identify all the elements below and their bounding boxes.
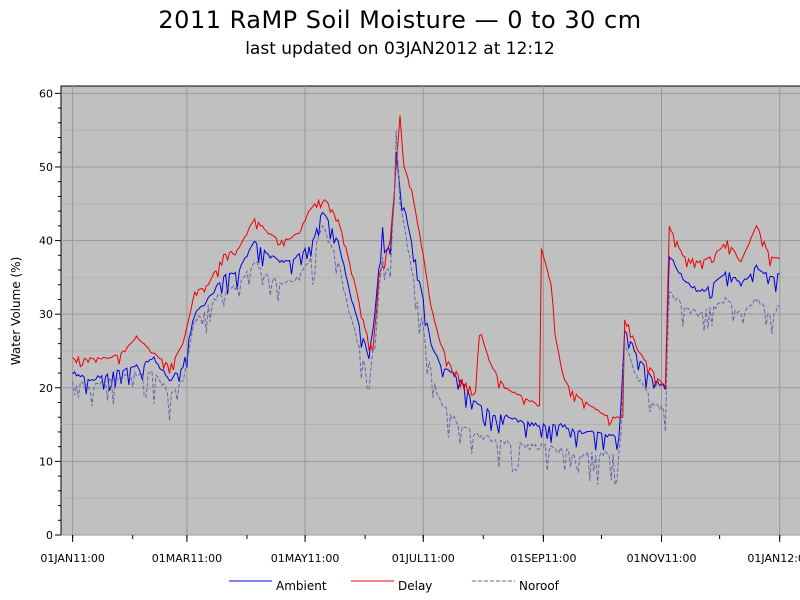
x-tick-label: 01MAR11:00 [152, 552, 222, 565]
y-axis-title: Water Volume (%) [9, 257, 23, 366]
chart-subtitle: last updated on 03JAN2012 at 12:12 [245, 39, 555, 59]
y-tick-label: 50 [39, 161, 53, 174]
x-axis: 01JAN11:00 01MAR11:00 01MAY11:00 01JUL11:00… [40, 535, 800, 565]
legend: Ambient Delay Noroof [229, 579, 560, 593]
y-tick-label: 60 [39, 87, 53, 100]
x-tick-label: 01MAY11:00 [271, 552, 340, 565]
y-tick-label: 0 [46, 529, 53, 542]
series-line-ambient [72, 151, 780, 451]
y-tick-label: 30 [39, 308, 53, 321]
series-line-noroof [72, 130, 780, 486]
y-tick-label: 10 [39, 455, 53, 468]
chart-title: 2011 RaMP Soil Moisture — 0 to 30 cm [158, 6, 642, 34]
y-tick-label: 40 [39, 235, 53, 248]
legend-label-delay: Delay [398, 579, 432, 593]
y-tick-label: 20 [39, 382, 53, 395]
series-line-delay [72, 115, 780, 427]
series-layer [72, 115, 780, 486]
legend-label-noroof: Noroof [519, 579, 560, 593]
plot-area [60, 85, 800, 536]
x-tick-label: 01SEP11:00 [510, 552, 576, 565]
x-tick-label: 01JAN12:00 [747, 552, 800, 565]
x-tick-label: 01JAN11:00 [40, 552, 105, 565]
x-tick-label: 01NOV11:00 [627, 552, 697, 565]
y-axis: 0 10 20 30 40 50 60 [39, 87, 61, 542]
x-tick-label: 01JUL11:00 [392, 552, 455, 565]
legend-label-ambient: Ambient [276, 579, 327, 593]
grid-lines [61, 86, 800, 536]
